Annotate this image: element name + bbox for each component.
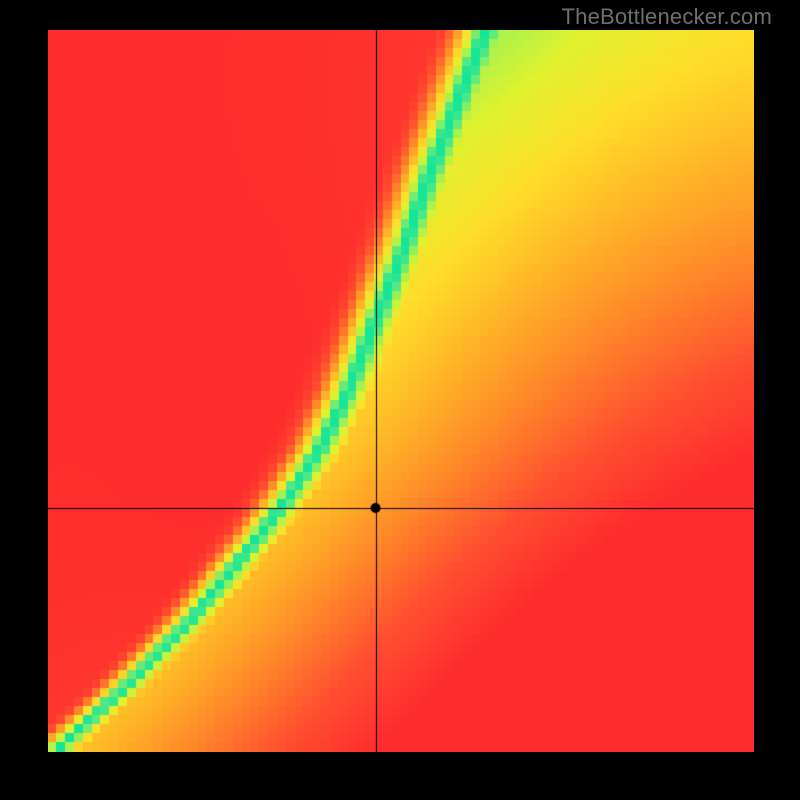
bottleneck-heatmap: [48, 30, 754, 752]
watermark-text: TheBottlenecker.com: [562, 4, 772, 30]
heatmap-canvas: [48, 30, 754, 752]
